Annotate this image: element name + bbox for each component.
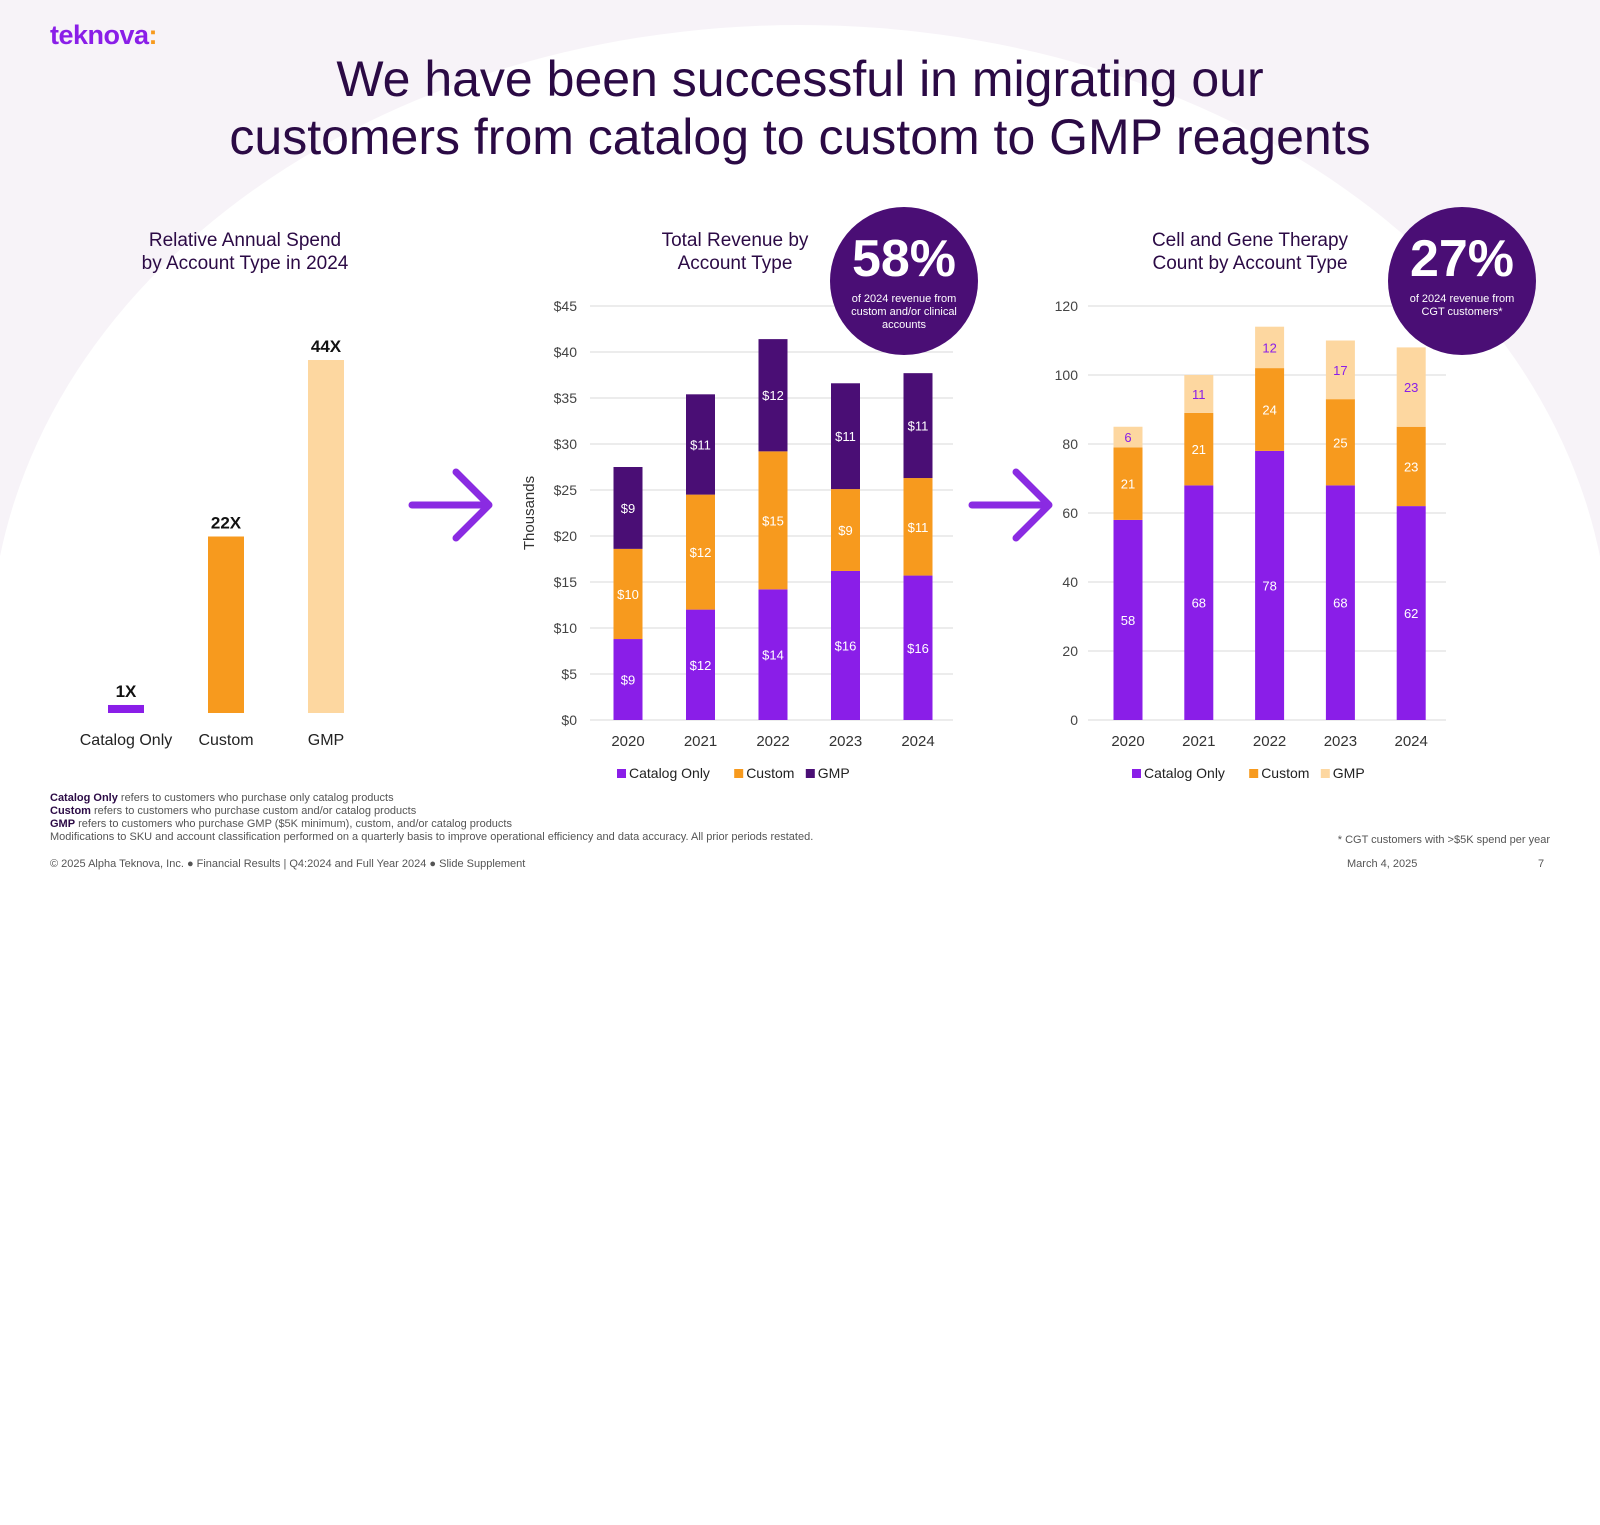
arrow-icon (408, 468, 493, 542)
cgt-chart-title: Cell and Gene Therapy Count by Account T… (1151, 230, 1349, 274)
page-title: We have been successful in migrating our… (0, 50, 1600, 166)
relative-spend-title: Relative Annual Spend by Account Type in… (141, 230, 349, 274)
footer-date: March 4, 2025 (1347, 858, 1418, 870)
arrow-icon (968, 468, 1053, 542)
title-line-1: We have been successful in migrating our (336, 51, 1264, 107)
badge-text: of 2024 revenue from custom and/or clini… (851, 293, 957, 331)
revenue-chart-title: Total Revenue by Account Type (661, 230, 809, 274)
catalog-definition: Catalog Only refers to customers who pur… (50, 792, 394, 804)
copyright-footer: © 2025 Alpha Teknova, Inc. ● Financial R… (50, 858, 526, 870)
revenue-percentage-badge: 58% of 2024 revenue from custom and/or c… (830, 207, 978, 355)
badge-value: 58% (851, 230, 957, 288)
badge-text: of 2024 revenue from CGT customers* (1409, 293, 1515, 318)
badge-value: 27% (1409, 230, 1515, 288)
teknova-logo: teknova: (50, 20, 158, 50)
modifications-note: Modifications to SKU and account classif… (50, 831, 814, 843)
title-line-2: customers from catalog to custom to GMP … (229, 109, 1371, 165)
cgt-footnote: * CGT customers with >$5K spend per year (1337, 834, 1550, 846)
cgt-percentage-badge: 27% of 2024 revenue from CGT customers* (1388, 207, 1536, 355)
footnotes: Catalog Only refers to customers who pur… (50, 792, 813, 844)
custom-definition: Custom refers to customers who purchase … (50, 805, 417, 817)
gmp-definition: GMP refers to customers who purchase GMP… (50, 818, 512, 830)
page-number: 7 (1538, 858, 1545, 870)
